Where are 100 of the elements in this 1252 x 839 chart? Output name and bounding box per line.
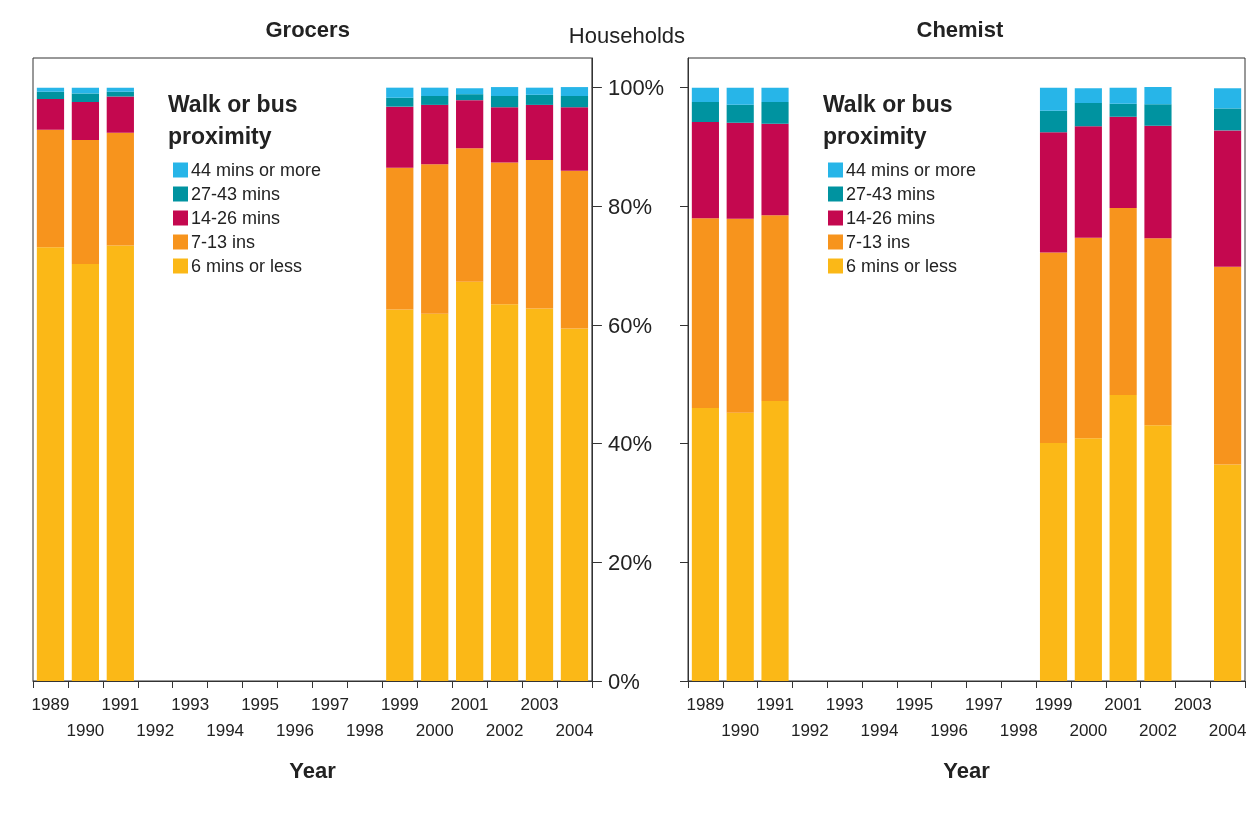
bar bbox=[761, 101, 789, 124]
bar bbox=[525, 94, 554, 105]
bar bbox=[386, 167, 414, 310]
bar bbox=[726, 122, 754, 219]
bar bbox=[726, 104, 754, 123]
x-tick-label: 1999 bbox=[380, 694, 419, 714]
bar bbox=[1109, 208, 1137, 396]
x-tick-label: 1994 bbox=[860, 720, 899, 740]
bar bbox=[761, 215, 789, 401]
bar bbox=[1039, 87, 1068, 111]
x-tick-label: 2002 bbox=[485, 720, 524, 740]
x-tick-label: 2000 bbox=[415, 720, 454, 740]
bar bbox=[1214, 108, 1242, 131]
bar bbox=[36, 91, 65, 99]
bar bbox=[386, 97, 414, 107]
bar bbox=[36, 247, 65, 681]
bar bbox=[71, 101, 100, 140]
bar bbox=[1214, 266, 1242, 465]
bar bbox=[1144, 125, 1172, 239]
bar bbox=[106, 91, 134, 97]
bar bbox=[525, 160, 554, 309]
bar bbox=[1144, 104, 1172, 126]
legend-label: 44 mins or more bbox=[846, 160, 977, 180]
bar bbox=[1074, 237, 1102, 439]
bar bbox=[1074, 103, 1102, 127]
bar bbox=[421, 87, 449, 96]
bar bbox=[106, 132, 134, 246]
bar bbox=[421, 104, 449, 165]
y-tick-label: 20% bbox=[607, 549, 652, 575]
bar bbox=[1144, 238, 1172, 426]
bar bbox=[1074, 88, 1102, 104]
bar bbox=[71, 263, 100, 681]
bar bbox=[456, 281, 484, 681]
legend-label: 6 mins or less bbox=[846, 256, 958, 276]
bar bbox=[560, 107, 589, 171]
x-tick-label: 2001 bbox=[1104, 694, 1143, 714]
y-tick-label: 0% bbox=[607, 668, 640, 694]
bar bbox=[560, 328, 589, 681]
bar bbox=[36, 87, 65, 92]
x-tick-label: 1993 bbox=[825, 694, 864, 714]
bar bbox=[560, 170, 589, 329]
y-axis-title: Households bbox=[568, 22, 685, 48]
bar bbox=[726, 218, 754, 413]
bar bbox=[490, 304, 519, 681]
x-tick-label: 1991 bbox=[756, 694, 794, 714]
x-tick-label: 1990 bbox=[721, 720, 760, 740]
x-tick-label: 1989 bbox=[31, 694, 70, 714]
bar bbox=[1214, 130, 1242, 267]
x-tick-label: 2001 bbox=[450, 694, 489, 714]
legend-title: Walk or bus proximity bbox=[168, 91, 304, 149]
x-tick-label: 1992 bbox=[136, 720, 175, 740]
bar bbox=[490, 162, 519, 305]
bar bbox=[386, 309, 414, 681]
legend-title: Walk or bus proximity bbox=[823, 91, 959, 149]
x-tick-label: 1989 bbox=[686, 694, 725, 714]
bar bbox=[1214, 464, 1242, 681]
bar bbox=[1039, 443, 1068, 681]
x-tick-label: 1996 bbox=[276, 720, 314, 740]
bar bbox=[691, 101, 719, 123]
x-tick-label: 2004 bbox=[555, 720, 594, 740]
x-axis-title: Year bbox=[289, 757, 337, 783]
bar bbox=[421, 313, 449, 681]
bar bbox=[490, 87, 519, 96]
bar bbox=[456, 148, 484, 282]
x-tick-label: 2003 bbox=[1173, 694, 1212, 714]
bar bbox=[71, 139, 100, 264]
x-tick-label: 1995 bbox=[895, 694, 934, 714]
y-tick-label: 80% bbox=[607, 193, 652, 219]
x-tick-label: 2000 bbox=[1069, 720, 1108, 740]
bar bbox=[525, 308, 554, 681]
chart-title: Grocers bbox=[265, 16, 350, 42]
bar bbox=[490, 95, 519, 108]
bar bbox=[71, 93, 100, 102]
x-axis-title: Year bbox=[943, 757, 991, 783]
bar bbox=[726, 87, 754, 105]
y-tick-label: 100% bbox=[607, 75, 665, 101]
x-tick-label: 1996 bbox=[930, 720, 969, 740]
bar bbox=[1039, 132, 1068, 253]
x-tick-label: 1998 bbox=[999, 720, 1038, 740]
x-tick-label: 1990 bbox=[66, 720, 105, 740]
legend-label: 14-26 mins bbox=[191, 208, 281, 228]
bar bbox=[456, 88, 484, 95]
y-tick-label: 40% bbox=[607, 431, 652, 457]
x-tick-label: 2003 bbox=[520, 694, 559, 714]
bar bbox=[386, 87, 414, 98]
bar bbox=[106, 96, 134, 133]
x-tick-label: 1991 bbox=[101, 694, 140, 714]
bar bbox=[1039, 110, 1068, 133]
bar bbox=[1144, 87, 1172, 105]
legend-label: 27-43 mins bbox=[846, 184, 936, 204]
bar bbox=[386, 106, 414, 168]
bar bbox=[36, 98, 65, 130]
bar bbox=[421, 164, 449, 314]
x-tick-label: 2004 bbox=[1208, 720, 1247, 740]
bar bbox=[691, 218, 719, 409]
bar bbox=[560, 95, 589, 108]
x-tick-label: 2002 bbox=[1139, 720, 1177, 740]
bar bbox=[106, 245, 134, 681]
bar bbox=[525, 104, 554, 161]
bar bbox=[1214, 88, 1242, 109]
